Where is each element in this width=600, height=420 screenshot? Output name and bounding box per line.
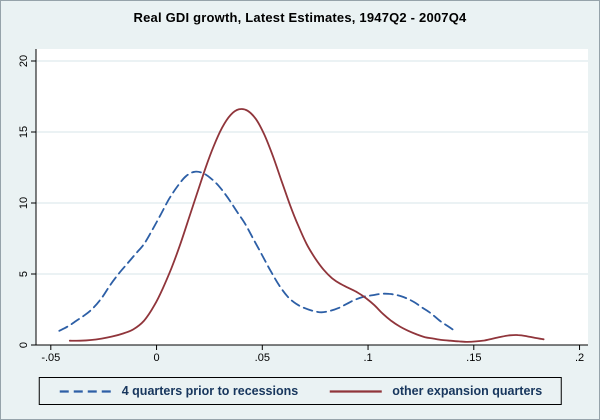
x-tick-label-0.2: .2 <box>575 352 584 364</box>
legend-item-recessions: 4 quarters prior to recessions <box>58 384 298 398</box>
y-tick-label-20: 20 <box>18 55 30 67</box>
legend-solid-line-sample <box>330 389 383 393</box>
legend-item-expansion: other expansion quarters <box>328 384 542 398</box>
x-tick-label-0.1: .1 <box>363 352 372 364</box>
legend-dashed-line-sample <box>59 389 112 393</box>
series-line-0 <box>58 170 456 332</box>
x-tick-label--0.05: -.05 <box>41 352 60 364</box>
y-tick-label-15: 15 <box>18 126 30 138</box>
y-tick-label-10: 10 <box>18 197 30 209</box>
x-tick-label-0: 0 <box>153 352 159 364</box>
legend-label-recessions: 4 quarters prior to recessions <box>121 384 299 398</box>
plot-area <box>36 49 588 345</box>
x-tick-label-0.15: .15 <box>466 352 481 364</box>
chart-canvas: 0 5 10 15 20 -.05 0 .05 .1 .15 .2 <box>18 49 588 364</box>
legend-label-expansion: other expansion quarters <box>392 384 543 398</box>
x-tick-label-0.05: .05 <box>255 352 270 364</box>
y-tick-label-0: 0 <box>18 342 30 348</box>
chart-legend: 4 quarters prior to recessions other exp… <box>38 377 562 405</box>
chart-title: Real GDI growth, Latest Estimates, 1947Q… <box>133 10 467 25</box>
y-tick-label-5: 5 <box>18 271 30 277</box>
series-line-1 <box>68 108 545 343</box>
